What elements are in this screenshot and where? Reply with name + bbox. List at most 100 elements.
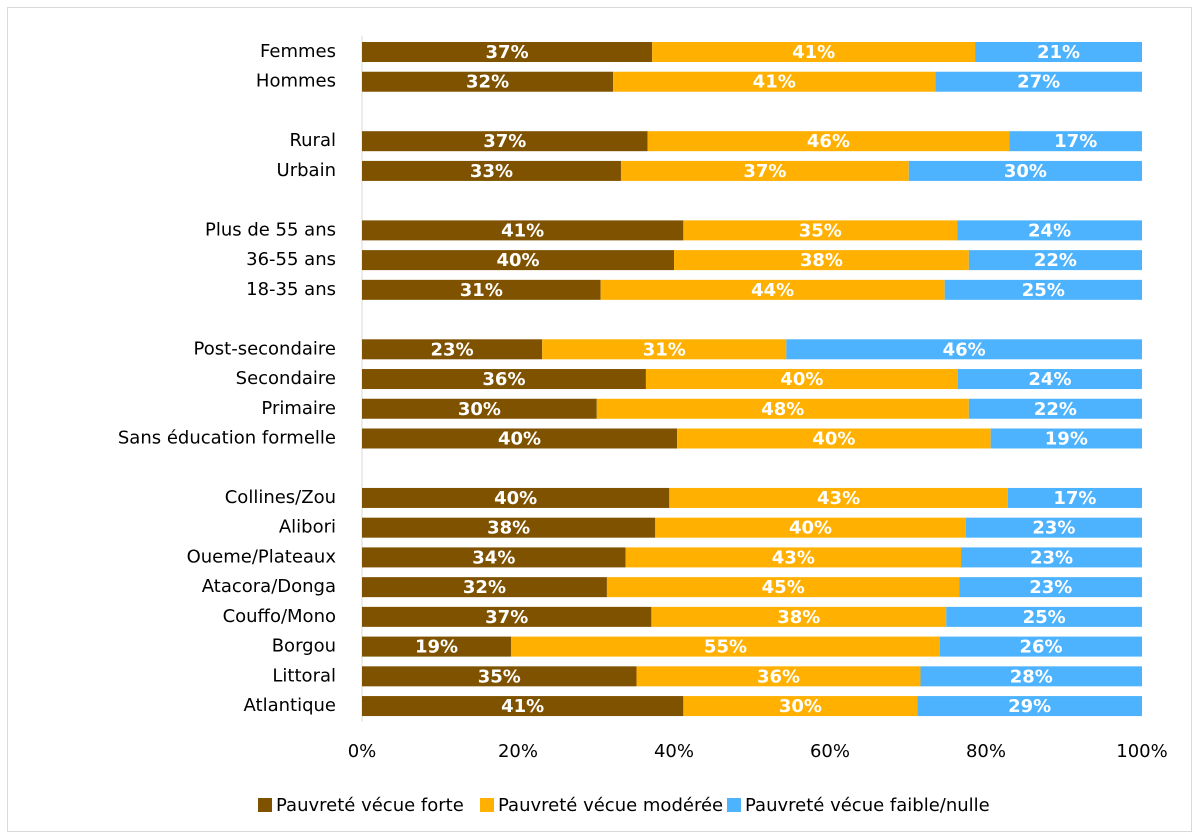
data-label: 46% [807, 131, 850, 152]
data-label: 32% [466, 72, 509, 93]
y-tick-label: 18-35 ans [246, 279, 336, 300]
data-label: 17% [1053, 488, 1096, 509]
y-tick-label: Couffo/Mono [223, 606, 336, 627]
x-tick-label: 80% [966, 741, 1006, 762]
bar-segment [606, 577, 960, 598]
bar-segment [362, 279, 601, 300]
data-label: 41% [501, 696, 544, 717]
data-label: 30% [458, 399, 501, 420]
data-label: 38% [487, 518, 530, 539]
bar-segment [620, 160, 909, 181]
data-label: 40% [812, 428, 855, 449]
bar-segment [362, 487, 670, 508]
x-tick-label: 40% [654, 741, 694, 762]
data-label: 37% [485, 607, 528, 628]
bar-segment [362, 71, 614, 92]
data-label: 22% [1034, 399, 1077, 420]
bar-segment [510, 636, 940, 657]
data-label: 46% [943, 339, 986, 360]
y-tick-label: Post-secondaire [194, 338, 336, 359]
data-label: 25% [1023, 607, 1066, 628]
data-label: 43% [817, 488, 860, 509]
data-label: 22% [1034, 250, 1077, 271]
data-label: 38% [800, 250, 843, 271]
bar-segment [939, 636, 1142, 657]
x-tick-label: 0% [348, 741, 377, 762]
bar-segment [917, 696, 1142, 717]
bar-segment [990, 428, 1142, 449]
y-tick-label: Atacora/Donga [202, 576, 336, 597]
y-tick-label: Secondaire [236, 368, 336, 389]
data-label: 28% [1010, 666, 1053, 687]
bar-segment [965, 517, 1142, 538]
bar-segment [645, 369, 958, 390]
bar-segment [600, 279, 945, 300]
data-label: 40% [789, 518, 832, 539]
data-label: 35% [478, 666, 521, 687]
y-tick-label: Hommes [256, 71, 336, 92]
bar-segment [362, 636, 511, 657]
data-label: 23% [1030, 547, 1073, 568]
legend-swatch [727, 798, 741, 812]
bar-segment [362, 369, 646, 390]
bar-segment [647, 131, 1010, 152]
data-label: 40% [496, 250, 539, 271]
bar-segment [362, 131, 648, 152]
legend-label: Pauvreté vécue forte [276, 795, 464, 816]
data-label: 30% [779, 696, 822, 717]
data-label: 37% [486, 42, 529, 63]
bar-segment [596, 398, 969, 419]
data-label: 26% [1019, 637, 1062, 658]
y-tick-label: Rural [289, 130, 336, 151]
data-label: 33% [470, 161, 513, 182]
x-tick-label: 100% [1116, 741, 1167, 762]
data-label: 34% [472, 547, 515, 568]
bar-segment [362, 428, 678, 449]
data-label: 31% [643, 339, 686, 360]
data-label: 37% [483, 131, 526, 152]
bar-segment [625, 547, 962, 568]
bar-segment [362, 696, 684, 717]
data-label: 40% [498, 428, 541, 449]
bar-segment [674, 250, 969, 271]
bar-segment [957, 369, 1142, 390]
legend-label: Pauvreté vécue modérée [498, 795, 723, 816]
data-label: 38% [777, 607, 820, 628]
y-tick-label: Alibori [279, 517, 336, 538]
bar-segment [362, 606, 652, 627]
y-tick-label: Urbain [277, 160, 336, 181]
bar-segment [961, 547, 1142, 568]
bar-segment [944, 279, 1142, 300]
bar-segment [362, 339, 543, 360]
bar-segment [613, 71, 936, 92]
x-tick-label: 60% [810, 741, 850, 762]
data-label: 30% [1004, 161, 1047, 182]
bar-segment [786, 339, 1142, 360]
bar-segment [683, 696, 918, 717]
bar-segment [683, 220, 958, 241]
legend-swatch [258, 798, 272, 812]
bar-segment [975, 42, 1142, 62]
y-tick-label: Atlantique [244, 695, 336, 716]
data-label: 24% [1028, 369, 1071, 390]
data-label: 19% [415, 637, 458, 658]
data-label: 45% [762, 577, 805, 598]
legend-swatch [480, 798, 494, 812]
bar-segment [362, 250, 674, 271]
data-label: 41% [792, 42, 835, 63]
bar-segment [651, 606, 947, 627]
bar-segment [636, 666, 921, 687]
data-label: 36% [482, 369, 525, 390]
bar-segment [362, 666, 637, 687]
data-label: 23% [431, 339, 474, 360]
data-label: 41% [753, 72, 796, 93]
data-label: 35% [799, 220, 842, 241]
bar-segment [669, 487, 1008, 508]
data-label: 43% [772, 547, 815, 568]
data-label: 19% [1045, 428, 1088, 449]
bar-segment [362, 517, 656, 538]
data-label: 17% [1054, 131, 1097, 152]
y-tick-label: 36-55 ans [246, 249, 336, 270]
y-tick-label: Sans éducation formelle [118, 427, 336, 448]
